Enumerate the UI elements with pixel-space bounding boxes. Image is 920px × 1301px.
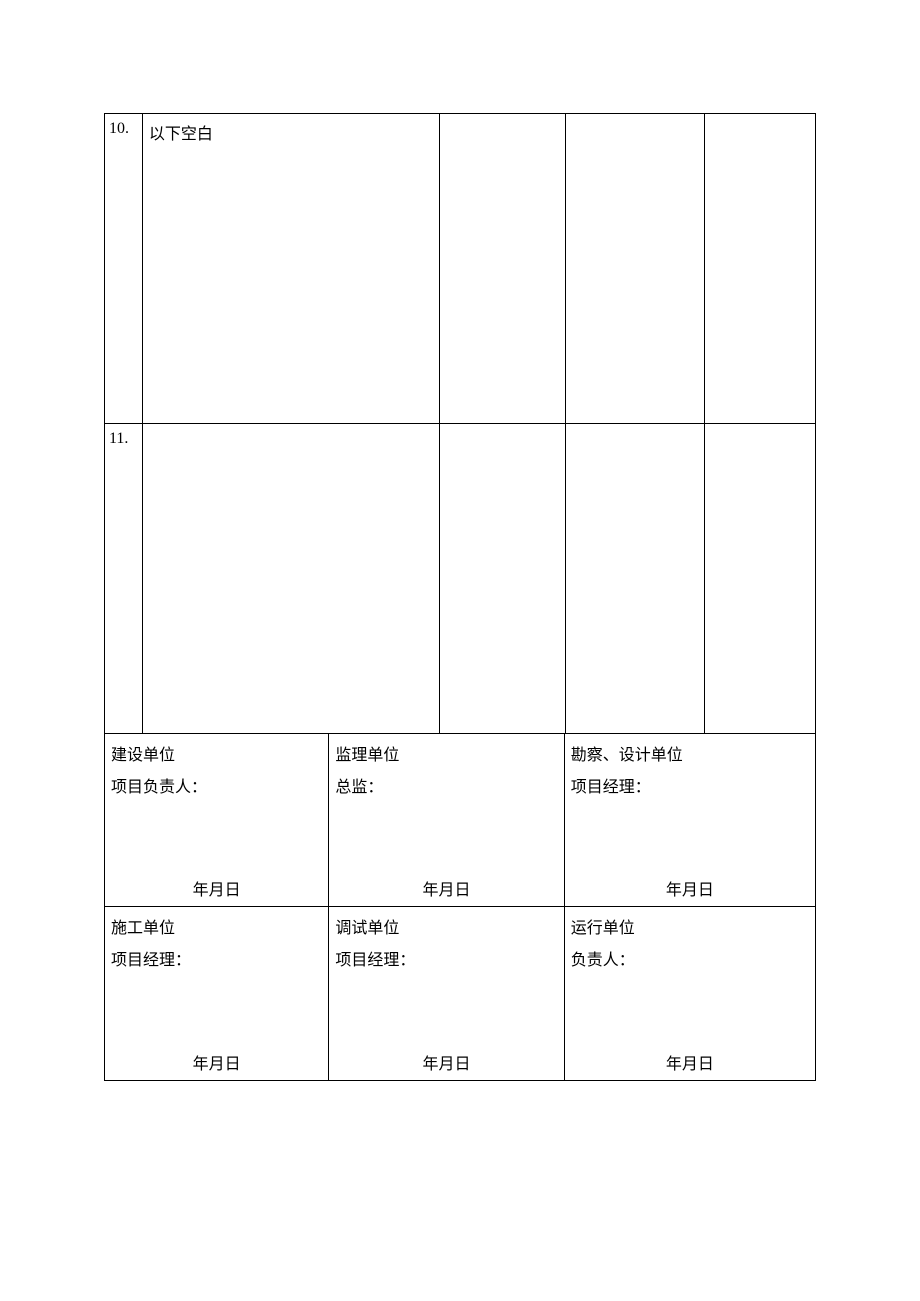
signature-cell-contractor-unit: 施工单位 项目经理： 年月日 xyxy=(105,907,329,1080)
row-col-b xyxy=(566,424,706,733)
row-col-a xyxy=(440,424,566,733)
role-label: 项目经理： xyxy=(111,945,322,977)
row-col-b xyxy=(566,114,706,423)
unit-label: 勘察、设计单位 xyxy=(571,740,809,772)
table-row: 11. xyxy=(105,424,815,734)
form-sheet: 10. 以下空白 11. 建设单位 项目负责人： 年月日 监理单位 总监： 年月… xyxy=(104,113,816,1081)
signature-cell-supervision-unit: 监理单位 总监： 年月日 xyxy=(329,734,564,906)
date-label: 年月日 xyxy=(571,876,809,902)
signature-cell-construction-unit: 建设单位 项目负责人： 年月日 xyxy=(105,734,329,906)
signature-cell-operation-unit: 运行单位 负责人： 年月日 xyxy=(565,907,815,1080)
role-label: 项目经理： xyxy=(335,945,557,977)
row-col-a xyxy=(440,114,566,423)
unit-label: 监理单位 xyxy=(335,740,557,772)
signature-cell-survey-design-unit: 勘察、设计单位 项目经理： 年月日 xyxy=(565,734,815,906)
role-label: 负责人： xyxy=(571,945,809,977)
date-label: 年月日 xyxy=(335,876,557,902)
row-description xyxy=(143,424,440,733)
signature-cell-commissioning-unit: 调试单位 项目经理： 年月日 xyxy=(329,907,564,1080)
date-label: 年月日 xyxy=(111,876,322,902)
unit-label: 运行单位 xyxy=(571,913,809,945)
row-number: 11. xyxy=(105,424,143,733)
row-col-c xyxy=(705,424,815,733)
role-label: 项目负责人： xyxy=(111,772,322,804)
row-number: 10. xyxy=(105,114,143,423)
date-label: 年月日 xyxy=(111,1050,322,1076)
role-label: 总监： xyxy=(335,772,557,804)
unit-label: 建设单位 xyxy=(111,740,322,772)
table-row: 10. 以下空白 xyxy=(105,114,815,424)
unit-label: 调试单位 xyxy=(335,913,557,945)
date-label: 年月日 xyxy=(335,1050,557,1076)
role-label: 项目经理： xyxy=(571,772,809,804)
unit-label: 施工单位 xyxy=(111,913,322,945)
signature-row-top: 建设单位 项目负责人： 年月日 监理单位 总监： 年月日 勘察、设计单位 项目经… xyxy=(105,734,815,907)
row-col-c xyxy=(705,114,815,423)
date-label: 年月日 xyxy=(571,1050,809,1076)
row-description: 以下空白 xyxy=(143,114,440,423)
signature-row-bottom: 施工单位 项目经理： 年月日 调试单位 项目经理： 年月日 运行单位 负责人： … xyxy=(105,907,815,1080)
